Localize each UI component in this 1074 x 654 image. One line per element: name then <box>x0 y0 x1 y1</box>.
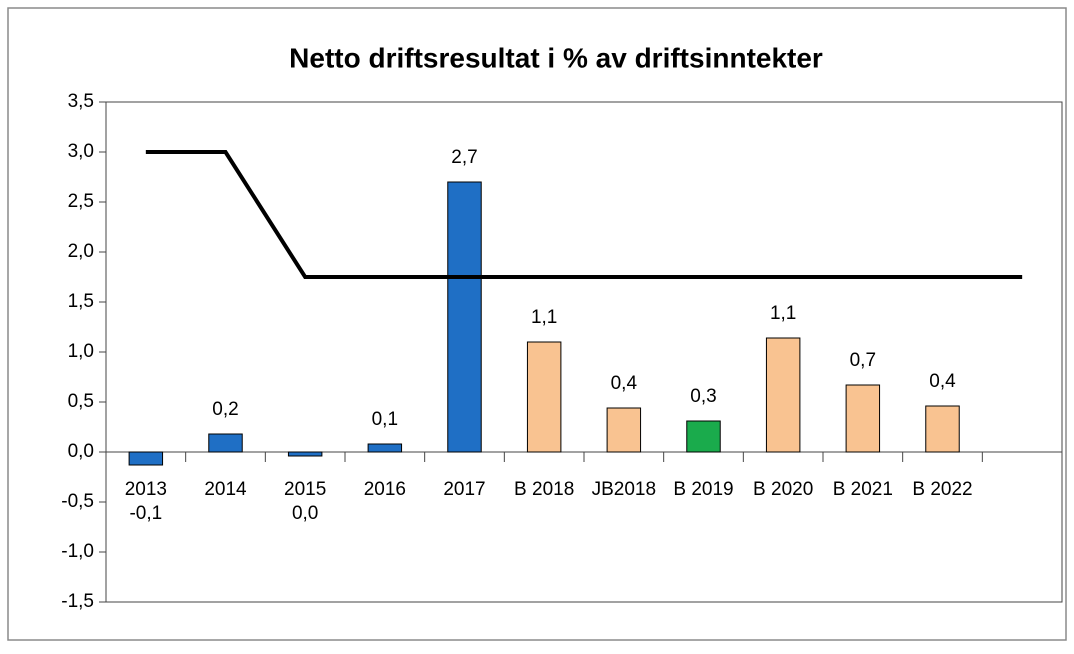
y-tick-label: 3,0 <box>68 141 94 162</box>
x-tick-label: JB2018 <box>592 479 656 500</box>
x-tick-label: B 2019 <box>673 479 733 500</box>
value-label: 0,7 <box>850 350 876 371</box>
y-tick-label: -1,5 <box>61 591 94 612</box>
x-tick-label: 2013 <box>125 479 167 500</box>
x-tick-label: 2014 <box>204 479 247 500</box>
bar <box>287 451 323 457</box>
y-tick-label: 0,0 <box>68 441 94 462</box>
value-label: 0,0 <box>292 503 318 524</box>
line <box>145 150 1023 279</box>
y-tick-label: 0,5 <box>68 391 94 412</box>
bar <box>447 181 482 453</box>
x-tick-label: B 2020 <box>753 479 813 500</box>
y-tick-label: -0,5 <box>61 491 94 512</box>
y-tick-label: 2,0 <box>68 241 94 262</box>
y-tick-label: -1,0 <box>61 541 94 562</box>
value-label: 0,4 <box>929 371 956 392</box>
value-label: 1,1 <box>770 303 796 324</box>
value-label: 0,3 <box>690 386 716 407</box>
bar <box>925 405 960 453</box>
y-tick-label: 3,5 <box>68 91 94 112</box>
bar <box>686 420 721 453</box>
bar <box>606 407 642 453</box>
x-tick-label: 2017 <box>443 479 485 500</box>
bar <box>367 443 403 453</box>
x-tick-label: B 2022 <box>912 479 972 500</box>
x-tick-label: B 2018 <box>514 479 574 500</box>
bar <box>526 341 562 453</box>
value-label: 0,1 <box>372 409 398 430</box>
value-label: -0,1 <box>129 503 162 524</box>
bar <box>128 451 164 466</box>
plot-area <box>105 101 1063 603</box>
value-label: 1,1 <box>531 307 557 328</box>
y-tick-label: 1,0 <box>68 341 94 362</box>
x-tick-label: 2016 <box>364 479 406 500</box>
y-tick-label: 2,5 <box>68 191 94 212</box>
bar <box>845 384 881 453</box>
value-label: 0,2 <box>212 399 238 420</box>
x-tick-label: 2015 <box>284 479 326 500</box>
bar <box>765 337 801 453</box>
bar <box>208 433 243 453</box>
value-label: 2,7 <box>451 147 477 168</box>
x-tick-label: B 2021 <box>833 479 893 500</box>
chart-title: Netto driftsresultat i % av driftsinntek… <box>289 42 823 73</box>
y-tick-label: 1,5 <box>68 291 94 312</box>
value-label: 0,4 <box>611 373 638 394</box>
